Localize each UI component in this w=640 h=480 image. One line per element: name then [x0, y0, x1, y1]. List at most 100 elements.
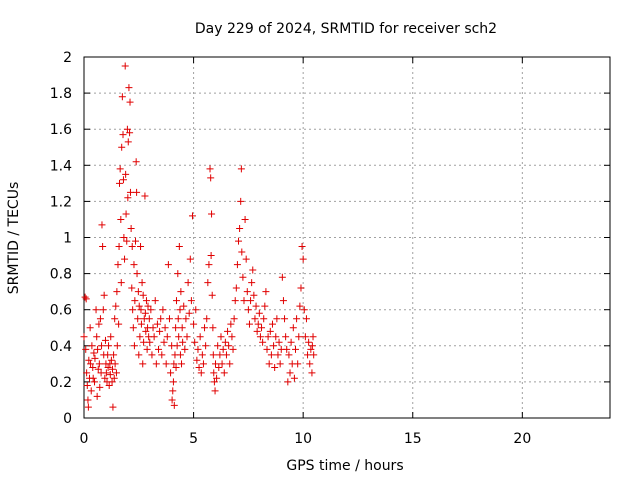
data-point: [159, 306, 167, 314]
data-point: [138, 279, 146, 287]
data-point: [204, 279, 212, 287]
data-point: [155, 345, 163, 353]
data-point: [89, 363, 97, 371]
data-point: [291, 345, 299, 353]
data-point: [165, 315, 173, 323]
data-point: [238, 248, 246, 256]
data-point: [139, 360, 147, 368]
data-point: [135, 351, 143, 359]
data-point: [160, 338, 168, 346]
data-point: [253, 327, 261, 335]
data-point: [122, 210, 130, 218]
data-point: [308, 342, 316, 350]
data-point: [239, 273, 247, 281]
y-tick-label: 1.2: [50, 194, 72, 210]
x-tick-label: 15: [404, 431, 422, 447]
data-point: [84, 403, 92, 411]
data-point: [137, 320, 145, 328]
data-point: [254, 320, 262, 328]
data-point: [133, 188, 141, 196]
data-point: [124, 194, 132, 202]
data-point: [230, 315, 238, 323]
data-point: [207, 252, 215, 260]
data-point: [90, 349, 98, 357]
data-point: [91, 354, 99, 362]
y-tick-label: 2: [63, 50, 72, 66]
data-point: [152, 360, 160, 368]
data-point: [293, 315, 301, 323]
data-point: [195, 363, 203, 371]
y-tick-label: 0.6: [50, 303, 72, 319]
data-point: [112, 302, 120, 310]
data-point: [178, 324, 186, 332]
data-point: [123, 237, 131, 245]
data-point: [203, 315, 211, 323]
data-point: [190, 320, 198, 328]
data-point: [255, 309, 263, 317]
data-point: [141, 192, 149, 200]
x-axis-label: GPS time / hours: [286, 458, 403, 474]
data-point: [265, 360, 273, 368]
data-point: [196, 333, 204, 341]
data-point: [261, 302, 269, 310]
data-point: [113, 342, 121, 350]
data-point: [210, 369, 218, 377]
data-point: [102, 369, 110, 377]
data-point: [95, 320, 103, 328]
data-point: [184, 279, 192, 287]
data-point: [300, 306, 308, 314]
data-point: [194, 345, 202, 353]
data-point: [133, 270, 141, 278]
data-point: [198, 351, 206, 359]
data-point: [121, 62, 129, 70]
data-point: [228, 333, 236, 341]
data-point: [94, 345, 102, 353]
data-point: [268, 320, 276, 328]
data-point: [243, 288, 251, 296]
data-point: [177, 288, 185, 296]
data-point: [108, 378, 116, 386]
data-point: [222, 351, 230, 359]
data-point: [248, 279, 256, 287]
data-point: [136, 333, 144, 341]
data-point: [83, 369, 91, 377]
data-point: [278, 273, 286, 281]
x-tick-label: 0: [80, 431, 89, 447]
grid-lines: [84, 57, 610, 418]
data-point: [294, 360, 302, 368]
data-point: [99, 306, 107, 314]
data-point: [245, 320, 253, 328]
data-point: [188, 212, 196, 220]
data-point: [87, 360, 95, 368]
data-point: [144, 302, 152, 310]
data-point: [130, 261, 138, 269]
data-point: [208, 210, 216, 218]
data-point: [174, 270, 182, 278]
data-point: [81, 293, 89, 301]
data-point: [110, 351, 118, 359]
data-point: [247, 297, 255, 305]
data-point: [227, 320, 235, 328]
data-point: [274, 351, 282, 359]
data-point: [109, 403, 117, 411]
data-point: [151, 297, 159, 305]
data-point: [283, 345, 291, 353]
data-point: [298, 243, 306, 251]
data-point: [148, 351, 156, 359]
data-point: [229, 345, 237, 353]
data-point: [212, 360, 219, 368]
data-point: [118, 143, 126, 151]
data-point: [233, 261, 241, 269]
data-point: [110, 374, 118, 382]
data-point: [128, 284, 136, 292]
data-point: [214, 342, 222, 350]
data-point: [126, 129, 134, 137]
data-point: [93, 392, 101, 400]
data-point: [289, 324, 297, 332]
data-point: [149, 324, 157, 332]
data-point: [250, 291, 258, 299]
data-point: [183, 333, 191, 341]
data-point: [282, 333, 290, 341]
data-point: [113, 288, 121, 296]
